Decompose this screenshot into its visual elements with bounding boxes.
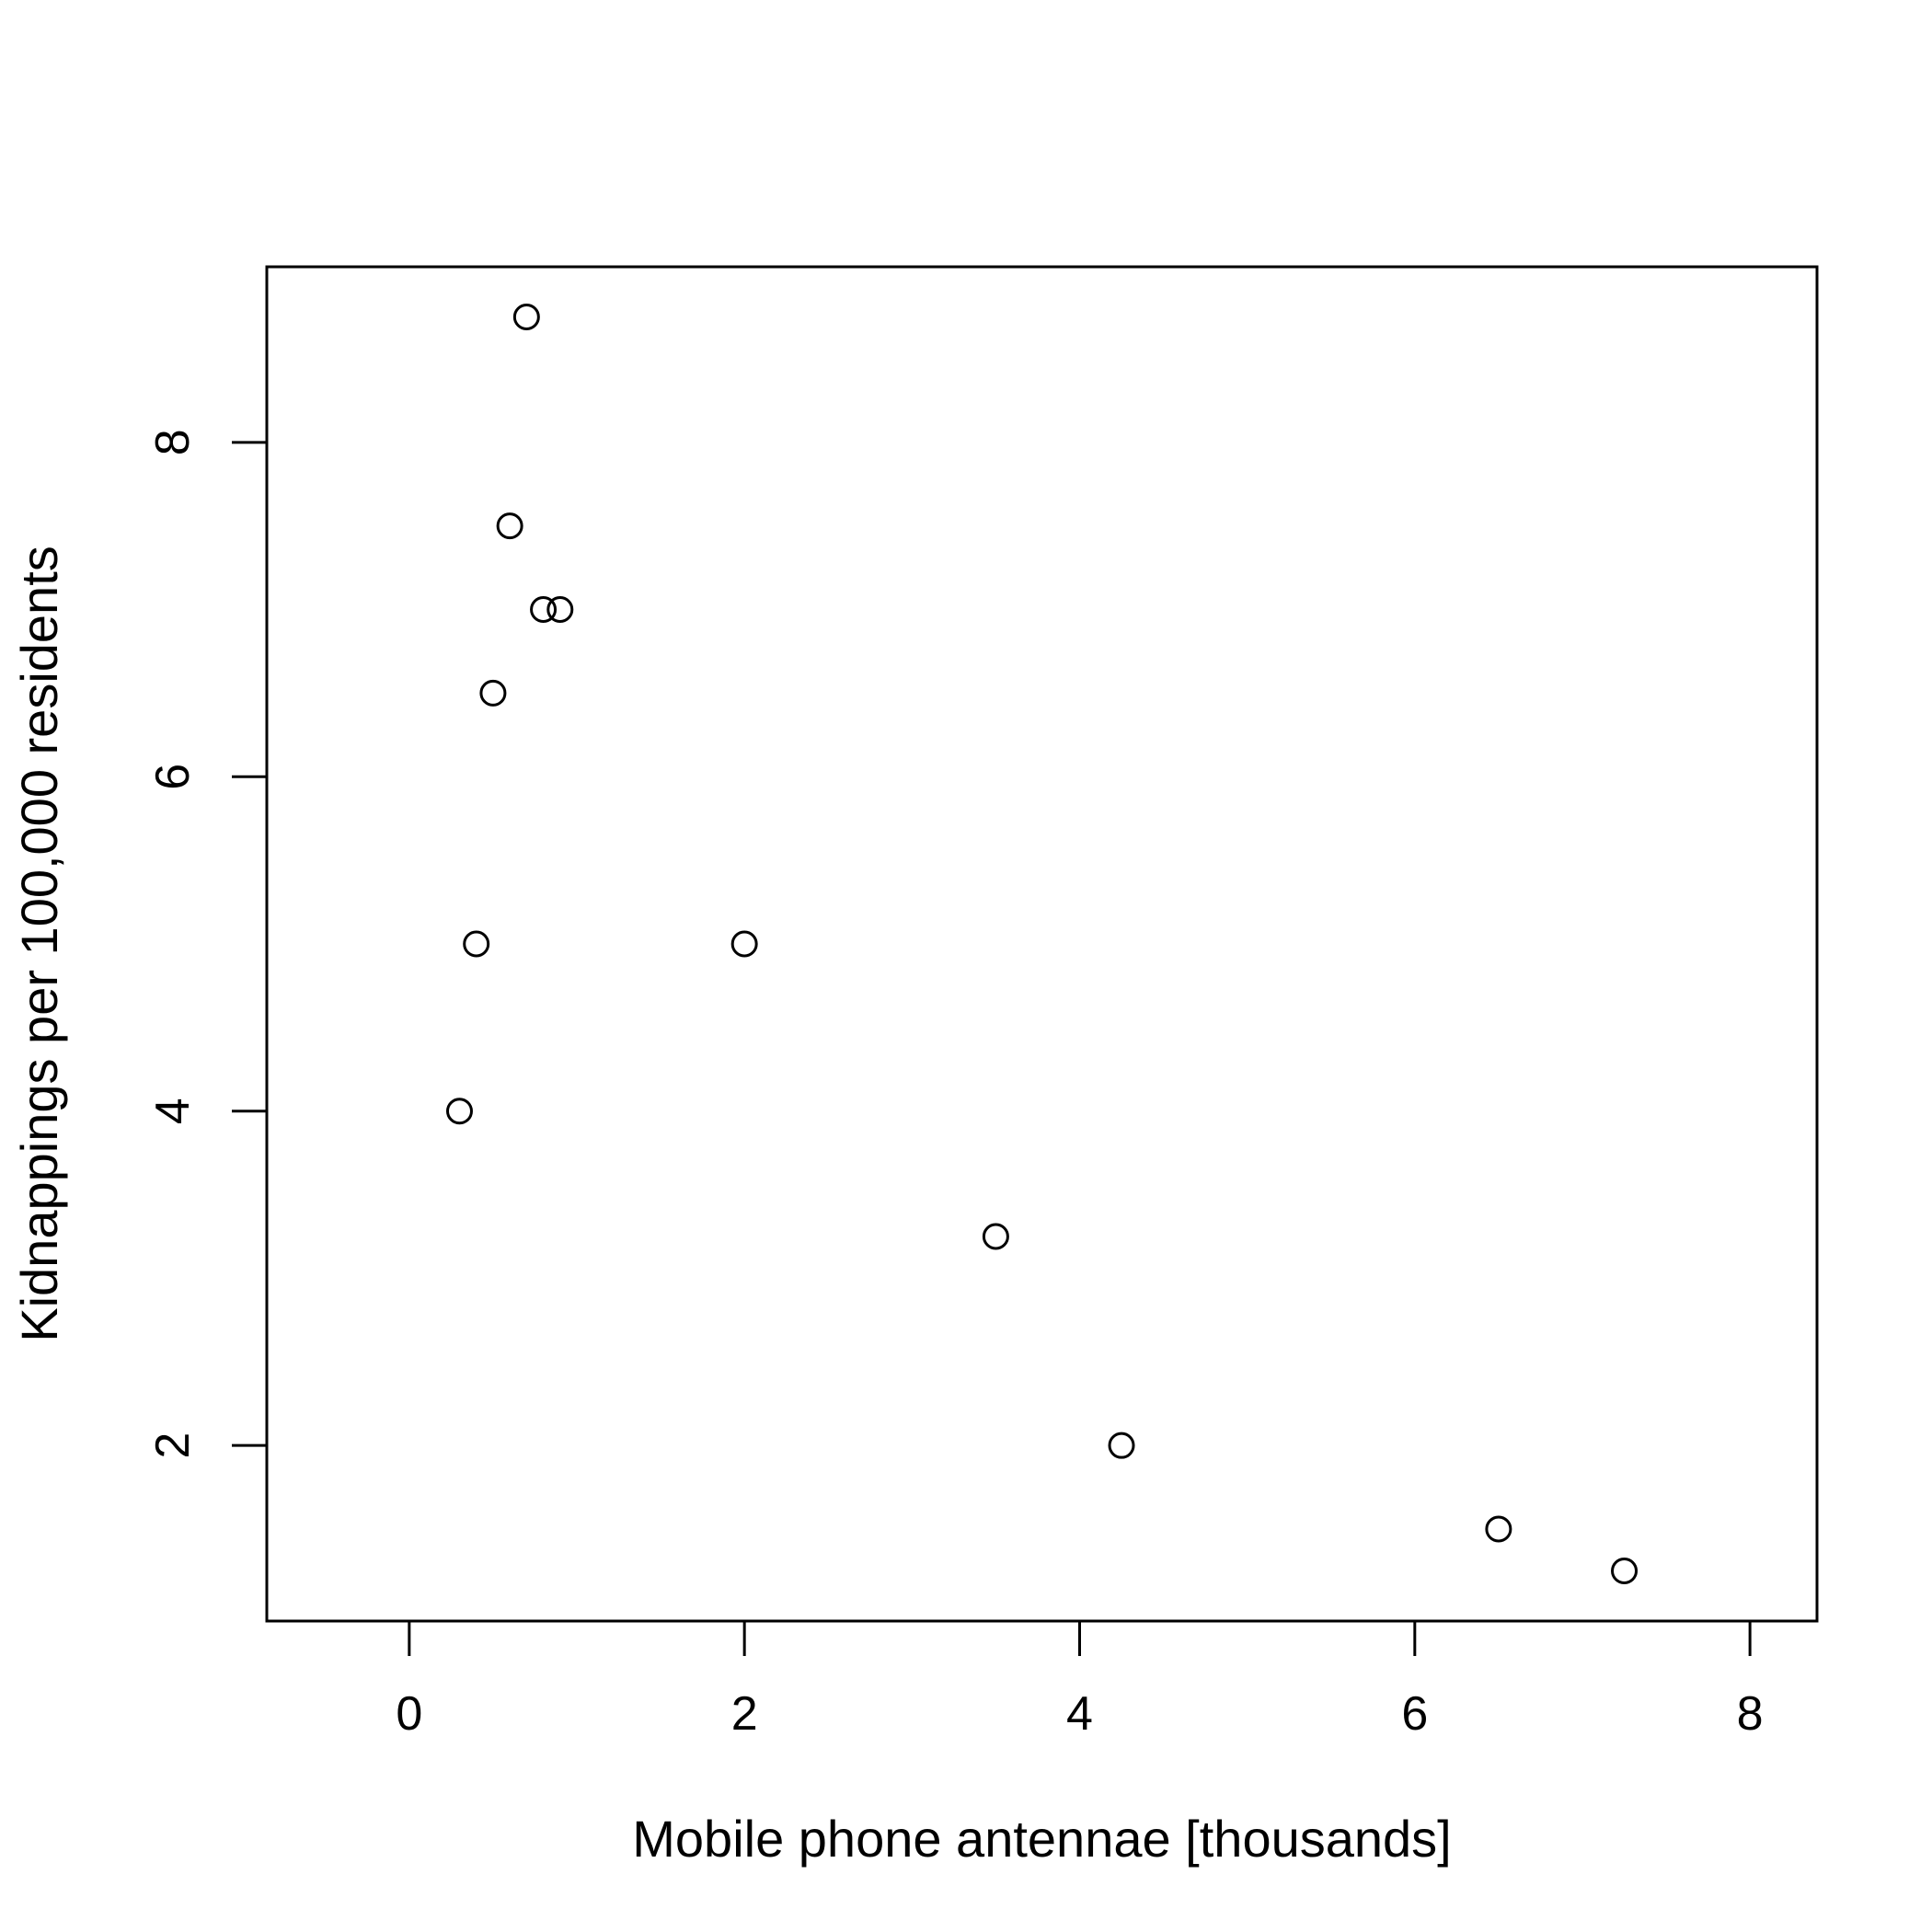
x-tick-label: 6 <box>1401 1687 1428 1741</box>
data-point <box>496 512 523 540</box>
data-point <box>1485 1515 1512 1543</box>
data-point <box>479 679 507 707</box>
y-tick-label: 2 <box>146 1432 200 1459</box>
data-point <box>445 1098 473 1125</box>
y-tick-label: 6 <box>146 764 200 790</box>
data-point <box>546 596 574 624</box>
data-point <box>982 1223 1009 1250</box>
data-point <box>1611 1557 1639 1584</box>
data-point <box>463 930 490 958</box>
x-tick-label: 0 <box>396 1687 422 1741</box>
x-tick-label: 4 <box>1066 1687 1093 1741</box>
y-axis-title: Kidnappings per 100,000 residents <box>10 546 68 1342</box>
data-point <box>1108 1432 1135 1459</box>
data-point <box>730 930 758 958</box>
data-points <box>445 304 1639 1584</box>
data-point <box>530 596 558 624</box>
y-axis: 2 4 6 8 <box>146 429 267 1459</box>
x-tick-label: 8 <box>1737 1687 1764 1741</box>
x-tick-label: 2 <box>731 1687 758 1741</box>
x-axis: 0 2 4 6 8 <box>396 1621 1764 1741</box>
x-axis-title: Mobile phone antennae [thousands] <box>632 1810 1451 1868</box>
plot-frame <box>265 265 1819 1623</box>
y-tick-label: 8 <box>146 429 200 455</box>
data-point <box>512 304 540 331</box>
y-tick-label: 4 <box>146 1098 200 1124</box>
